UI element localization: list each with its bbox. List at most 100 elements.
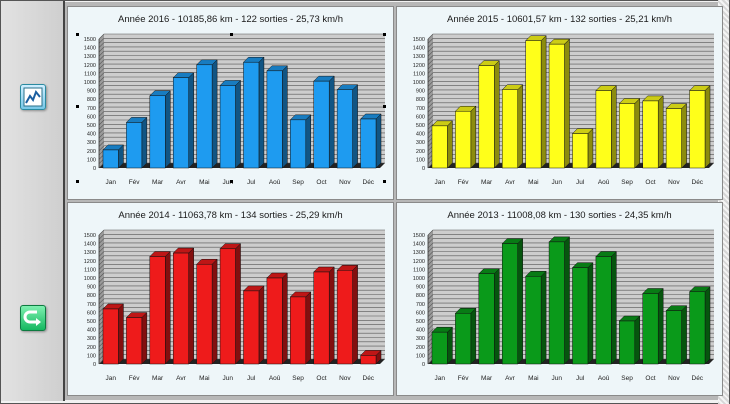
- gridline: [427, 89, 434, 96]
- y-tick-label: 600: [416, 114, 425, 120]
- y-tick-label: 1500: [84, 37, 96, 43]
- x-tick-label: Jul: [247, 375, 256, 382]
- x-tick-label: Sep: [621, 179, 633, 186]
- back-button[interactable]: [20, 305, 46, 331]
- x-tick-label: Mai: [199, 179, 209, 186]
- gridline: [98, 106, 105, 113]
- bar: [665, 310, 682, 365]
- bar-side: [564, 236, 570, 365]
- gridline: [98, 238, 105, 244]
- y-tick-label: 800: [416, 293, 425, 299]
- selection-handle[interactable]: [76, 180, 79, 183]
- gridline: [98, 277, 105, 283]
- chart-title: Année 2016 - 10185,86 km - 122 sorties -…: [118, 14, 343, 25]
- gridline: [98, 272, 105, 279]
- y-tick-label: 500: [416, 123, 425, 129]
- bar: [360, 355, 377, 365]
- x-tick-label: Jul: [247, 179, 256, 186]
- bar: [219, 85, 236, 169]
- bar-side: [611, 84, 617, 169]
- y-tick-label: 1200: [413, 259, 425, 265]
- y-tick-label: 200: [87, 345, 96, 351]
- x-tick-label: Fév: [129, 375, 141, 382]
- gridline: [98, 59, 105, 66]
- x-tick-label: Mar: [481, 375, 493, 382]
- gridline: [98, 63, 105, 70]
- x-tick-label: Jan: [434, 179, 445, 186]
- selection-handle[interactable]: [383, 180, 386, 183]
- x-tick-label: Jun: [552, 179, 563, 186]
- y-tick-label: 500: [416, 319, 425, 325]
- x-tick-label: Nov: [668, 179, 680, 186]
- bar: [501, 243, 518, 365]
- y-tick-label: 1400: [413, 242, 425, 248]
- gridline: [427, 72, 434, 78]
- bar: [149, 256, 166, 365]
- y-tick-label: 1000: [413, 80, 425, 86]
- y-tick-label: 1200: [413, 63, 425, 69]
- bar: [102, 149, 119, 169]
- y-tick-label: 600: [87, 310, 96, 316]
- y-tick-label: 400: [87, 328, 96, 334]
- gridline: [98, 98, 105, 104]
- x-tick-label: Jul: [576, 375, 585, 382]
- gridline: [427, 251, 434, 257]
- bar: [501, 89, 518, 169]
- selection-handle[interactable]: [76, 105, 79, 108]
- x-tick-label: Fév: [458, 179, 470, 186]
- x-tick-label: Sep: [621, 375, 633, 382]
- selection-handle[interactable]: [76, 33, 79, 36]
- bar-side: [634, 97, 641, 169]
- bar: [572, 267, 589, 365]
- selection-handle[interactable]: [383, 105, 386, 108]
- gridline: [98, 307, 105, 313]
- y-tick-label: 1500: [84, 233, 96, 239]
- chart-panel-2015[interactable]: Année 2015 - 10601,57 km - 132 sorties -…: [396, 6, 723, 200]
- y-tick-label: 0: [422, 362, 425, 368]
- bar: [243, 290, 260, 365]
- y-tick-label: 1500: [413, 37, 425, 43]
- y-tick-label: 1200: [84, 259, 96, 265]
- chart-panel-2014[interactable]: Année 2014 - 11063,78 km - 134 sorties -…: [67, 202, 394, 396]
- x-tick-label: Aoû: [269, 179, 281, 186]
- bar-side: [375, 113, 382, 169]
- bar-side: [540, 270, 547, 365]
- bar: [689, 90, 706, 169]
- bar-side: [211, 59, 218, 169]
- bar: [126, 122, 143, 169]
- bar: [478, 273, 495, 365]
- chart-panel-2016[interactable]: Année 2016 - 10185,86 km - 122 sorties -…: [67, 6, 394, 200]
- selection-handle[interactable]: [230, 180, 233, 183]
- y-tick-label: 200: [87, 149, 96, 155]
- chart-view-button[interactable]: [20, 84, 46, 110]
- bar: [455, 110, 472, 169]
- bar-side: [305, 291, 312, 365]
- chart-title: Année 2014 - 11063,78 km - 134 sorties -…: [118, 210, 343, 221]
- bar-side: [447, 326, 453, 365]
- y-tick-label: 1000: [413, 276, 425, 282]
- bar-side: [165, 90, 171, 169]
- gridline: [98, 68, 105, 74]
- y-tick-label: 900: [87, 89, 96, 95]
- selection-handle[interactable]: [230, 33, 233, 36]
- bar-side: [188, 72, 194, 169]
- bar: [313, 271, 330, 365]
- x-tick-label: Oct: [645, 179, 655, 186]
- y-tick-label: 700: [87, 106, 96, 112]
- gridline: [98, 136, 105, 143]
- gridline: [427, 63, 434, 70]
- gridline: [98, 128, 105, 134]
- chart-title: Année 2015 - 10601,57 km - 132 sorties -…: [447, 14, 672, 25]
- x-tick-label: Jul: [576, 179, 585, 186]
- gridline: [98, 50, 105, 57]
- bar-side: [188, 247, 194, 365]
- y-tick-label: 300: [416, 336, 425, 342]
- selection-handle[interactable]: [383, 33, 386, 36]
- bar-side: [447, 120, 453, 169]
- gridline: [98, 102, 105, 109]
- y-tick-label: 1000: [84, 80, 96, 86]
- x-tick-label: Nov: [668, 375, 680, 382]
- chart-panel-2013[interactable]: Année 2013 - 11008,08 km - 130 sorties -…: [396, 202, 723, 396]
- gridline: [427, 50, 434, 57]
- x-tick-label: Oct: [316, 375, 326, 382]
